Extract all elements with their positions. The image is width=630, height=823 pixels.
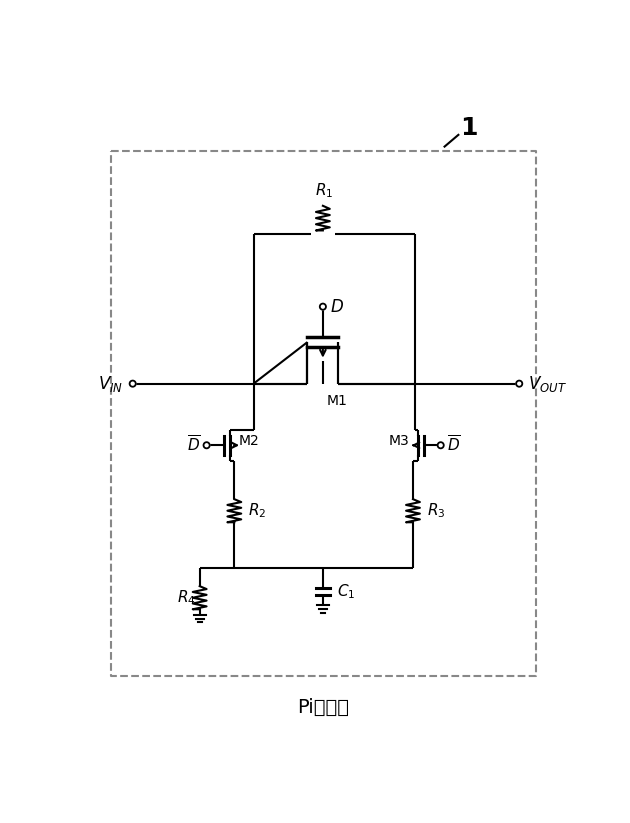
Text: $R_4$: $R_4$	[177, 588, 196, 607]
Text: $R_1$: $R_1$	[315, 181, 333, 200]
Circle shape	[438, 442, 444, 449]
Text: $V_{IN}$: $V_{IN}$	[98, 374, 123, 393]
Circle shape	[130, 380, 136, 387]
Circle shape	[203, 442, 210, 449]
Text: 1: 1	[461, 116, 478, 140]
Circle shape	[320, 304, 326, 309]
Text: M2: M2	[238, 435, 259, 449]
Text: $R_2$: $R_2$	[248, 501, 266, 520]
Text: $V_{OUT}$: $V_{OUT}$	[529, 374, 568, 393]
Text: $\overline{D}$: $\overline{D}$	[447, 435, 461, 455]
Circle shape	[516, 380, 522, 387]
Text: Pi型结构: Pi型结构	[297, 698, 349, 717]
Text: $D$: $D$	[330, 298, 344, 316]
Text: $\overline{D}$: $\overline{D}$	[186, 435, 200, 455]
Text: M1: M1	[327, 394, 348, 408]
Text: $R_3$: $R_3$	[427, 501, 445, 520]
Text: $C_1$: $C_1$	[336, 582, 355, 601]
Text: M3: M3	[388, 435, 409, 449]
